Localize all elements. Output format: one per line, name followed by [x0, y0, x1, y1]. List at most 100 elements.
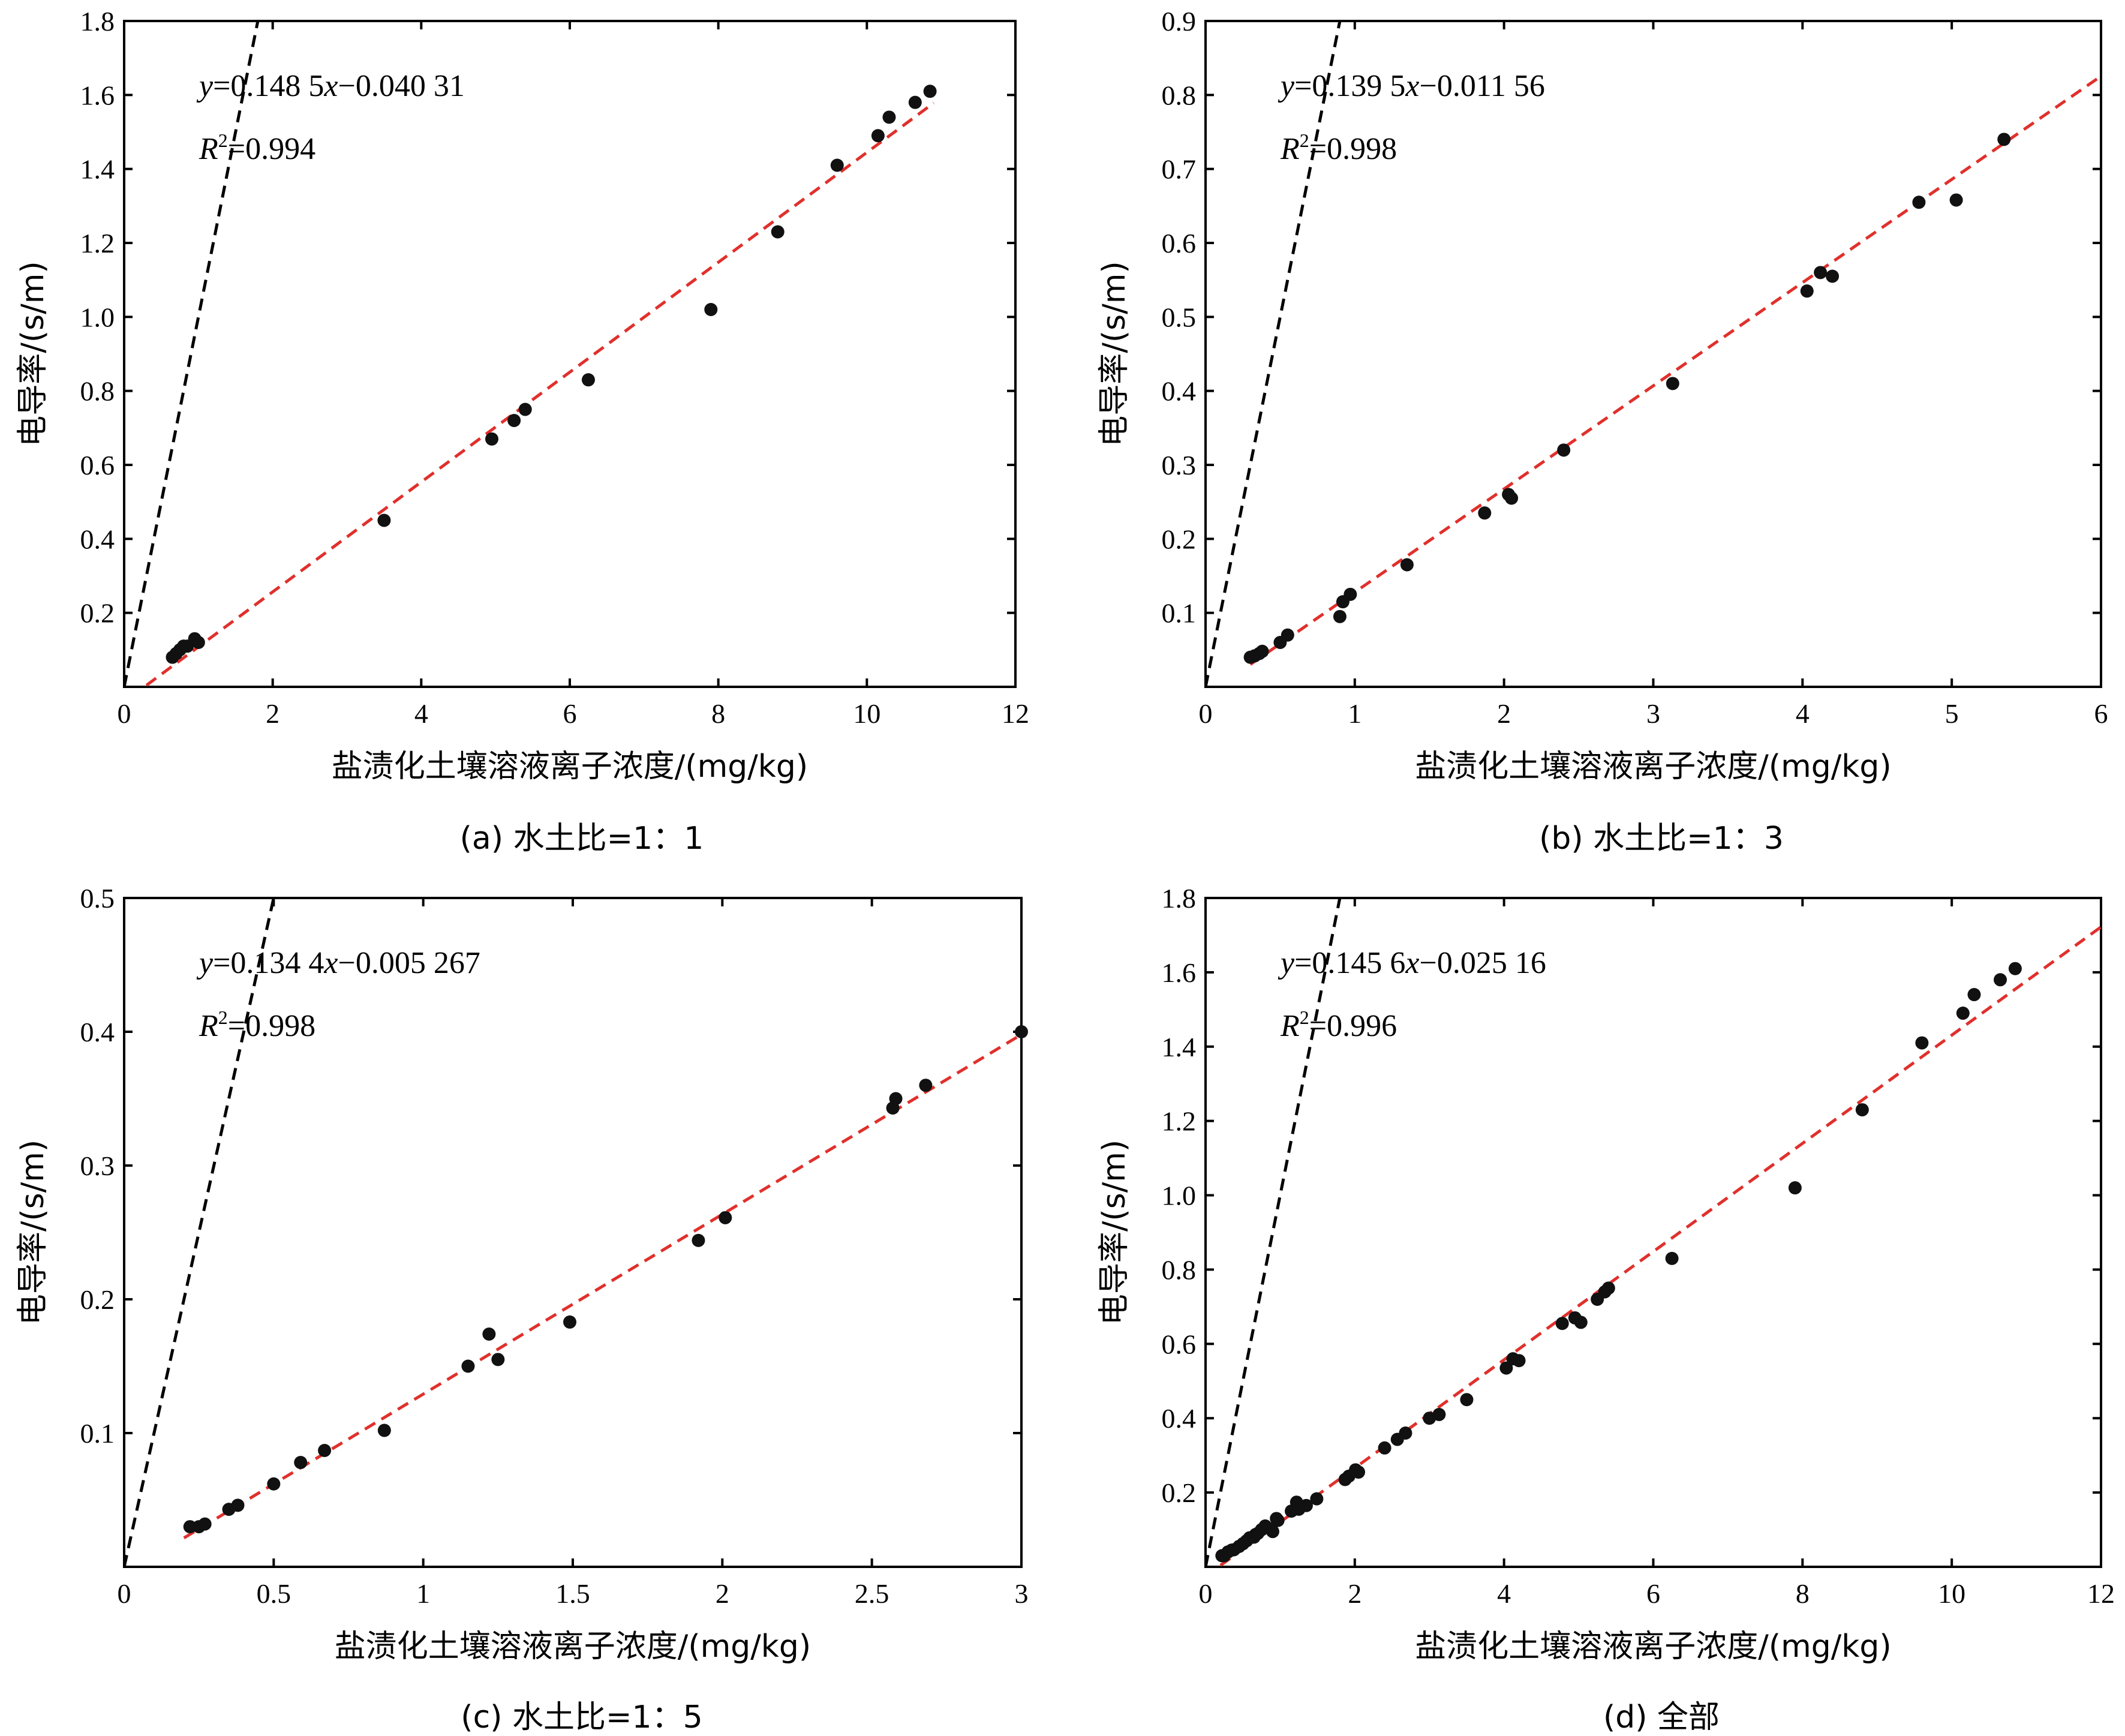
x-tick-label: 1: [416, 1578, 430, 1609]
equation-x: x: [1405, 946, 1419, 980]
y-tick-label: 0.1: [80, 1418, 115, 1449]
data-point: [692, 1233, 705, 1247]
data-point: [1299, 1498, 1313, 1512]
data-point: [1912, 196, 1926, 209]
data-point: [771, 225, 785, 239]
data-point: [1399, 1426, 1412, 1440]
data-point: [1499, 1361, 1513, 1375]
r-squared: R2=0.998: [1280, 130, 1397, 166]
x-axis-title: 盐渍化土壤溶液离子浓度/(mg/kg): [335, 1629, 811, 1665]
data-point: [1601, 1281, 1615, 1295]
data-point: [2008, 962, 2022, 975]
data-point: [267, 1477, 281, 1491]
x-tick-label: 8: [1796, 1578, 1810, 1609]
y-axis-title: 电导率/(s/m): [15, 261, 51, 446]
x-tick-label: 2: [266, 698, 279, 729]
r-symbol: R: [199, 132, 218, 166]
x-tick-label: 12: [2087, 1578, 2115, 1609]
y-tick-label: 0.2: [80, 1284, 115, 1315]
equation-y: y: [1278, 946, 1295, 980]
panel-caption: (d) 全部: [1603, 1699, 1720, 1735]
y-tick-label: 0.6: [80, 450, 115, 480]
y-tick-label: 1.6: [80, 80, 115, 110]
equation-coef: =0.134 4: [213, 946, 324, 980]
y-tick-label: 0.1: [1162, 598, 1197, 629]
x-axis-title: 盐渍化土壤溶液离子浓度/(mg/kg): [1415, 749, 1891, 785]
data-point: [294, 1456, 308, 1470]
y-tick-label: 1.4: [80, 154, 115, 185]
plot-frame: [1204, 897, 2102, 1568]
panel-caption: (a) 水土比=1：1: [460, 821, 704, 857]
y-tick-label: 0.4: [80, 524, 115, 554]
x-tick-label: 2: [716, 1578, 729, 1609]
equation-coef: =0.148 5: [213, 69, 324, 103]
y-tick-label: 0.4: [80, 1017, 115, 1047]
r-squared: R2=0.996: [1280, 1007, 1397, 1043]
data-point: [1915, 1036, 1929, 1050]
x-tick-label: 6: [1646, 1578, 1660, 1609]
r-symbol: R: [1280, 1009, 1300, 1043]
y-tick-label: 1.0: [1162, 1181, 1197, 1211]
data-point: [1460, 1393, 1474, 1407]
y-tick-label: 0.5: [80, 883, 115, 914]
data-point: [563, 1315, 577, 1329]
data-point: [871, 129, 885, 143]
equation-x: x: [1405, 69, 1419, 103]
data-point: [318, 1443, 332, 1457]
fit-equation: y=0.148 5x−0.040 31: [196, 69, 465, 103]
data-point: [191, 636, 205, 649]
x-tick-label: 8: [711, 698, 725, 729]
fit-line: [1219, 926, 2101, 1567]
data-point: [1814, 266, 1828, 280]
r-squared: R2=0.998: [199, 1007, 315, 1043]
y-tick-label: 0.7: [1162, 154, 1197, 185]
x-tick-label: 12: [1002, 698, 1029, 729]
equation-coef: =0.139 5: [1294, 69, 1405, 103]
r-value: =0.994: [228, 132, 315, 166]
x-tick-label: 4: [414, 698, 428, 729]
data-point: [1967, 988, 1981, 1002]
y-tick-label: 0.3: [1162, 450, 1197, 480]
data-point: [1281, 628, 1294, 642]
data-point: [1505, 491, 1519, 505]
data-point: [1255, 644, 1269, 658]
data-point: [1788, 1181, 1802, 1195]
equation-x: x: [323, 946, 338, 980]
panel-caption: (c) 水土比=1：5: [461, 1699, 702, 1735]
y-tick-label: 0.4: [1162, 376, 1197, 407]
equation-intercept: −0.011 56: [1420, 69, 1545, 103]
data-point: [1555, 1317, 1569, 1330]
data-point: [889, 1092, 903, 1106]
data-point: [1574, 1315, 1588, 1329]
x-tick-label: 2: [1348, 1578, 1361, 1609]
r-value: =0.996: [1309, 1009, 1397, 1043]
equation-intercept: −0.005 267: [338, 946, 480, 980]
x-tick-label: 3: [1015, 1578, 1029, 1609]
data-point: [1956, 1007, 1970, 1020]
x-tick-label: 4: [1497, 1578, 1511, 1609]
equation-y: y: [196, 69, 214, 103]
r-symbol: R: [199, 1009, 218, 1043]
data-point: [485, 432, 498, 446]
x-axis-title: 盐渍化土壤溶液离子浓度/(mg/kg): [332, 749, 808, 785]
data-point: [1826, 269, 1840, 283]
data-point: [1994, 973, 2007, 987]
r-symbol: R: [1280, 132, 1300, 166]
data-point: [1512, 1354, 1526, 1368]
reference-line-y-equals-x: [124, 21, 260, 687]
data-point: [491, 1353, 505, 1366]
data-point: [198, 1517, 212, 1531]
data-point: [1266, 1525, 1279, 1539]
data-point: [482, 1327, 496, 1341]
x-tick-label: 0: [1199, 698, 1213, 729]
data-point: [1015, 1025, 1028, 1038]
y-tick-label: 1.2: [1162, 1106, 1197, 1137]
x-tick-label: 1: [1348, 698, 1361, 729]
y-tick-label: 0.8: [80, 376, 115, 407]
reference-line-y-equals-x: [1206, 21, 1342, 687]
data-point: [231, 1498, 245, 1512]
r-superscript: 2: [1300, 1007, 1309, 1028]
fit-equation: y=0.145 6x−0.025 16: [1278, 946, 1546, 980]
data-point: [1271, 1513, 1285, 1527]
equation-y: y: [1278, 69, 1295, 103]
